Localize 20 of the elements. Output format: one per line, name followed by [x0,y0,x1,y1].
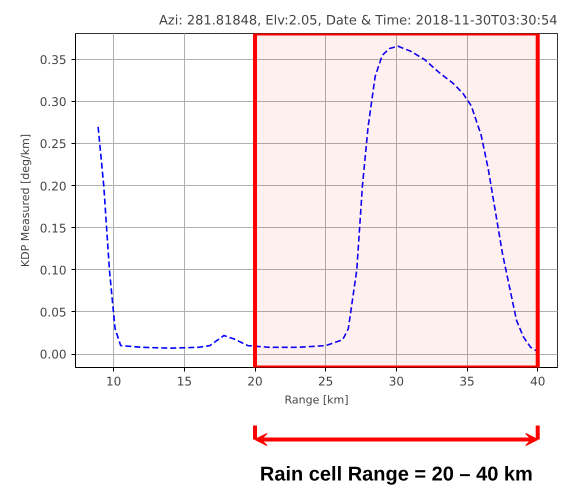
x-axis-title: Range [km] [284,394,349,406]
y-tick-label: 0.25 [40,137,66,152]
x-tick-label: 15 [176,374,192,388]
y-tick-label: 0.35 [40,53,66,68]
x-tick-label: 20 [247,374,263,388]
line-series [97,45,539,352]
y-tick-label: 0.30 [40,95,66,110]
y-tick-label: 0.10 [40,263,66,278]
y-tick-label: 0.20 [40,179,66,194]
chart-title: Azi: 281.81848, Elv:2.05, Date & Time: 2018-11-30T03:30:54 [159,14,558,28]
x-tick-label: 25 [318,374,334,388]
y-tick-label: 0.00 [40,348,66,362]
y-tick-label: 0.15 [40,221,66,236]
y-tick-label: 0.05 [40,305,66,320]
x-tick-label: 40 [530,374,546,388]
y-axis-title: KDP Measured [deg/km] [18,134,32,268]
x-tick-label: 35 [459,374,475,388]
x-tick-label: 10 [106,374,122,388]
x-tick-label: 30 [388,374,404,388]
legend-label: Rain cell Range = 20 – 40 km [260,464,533,486]
